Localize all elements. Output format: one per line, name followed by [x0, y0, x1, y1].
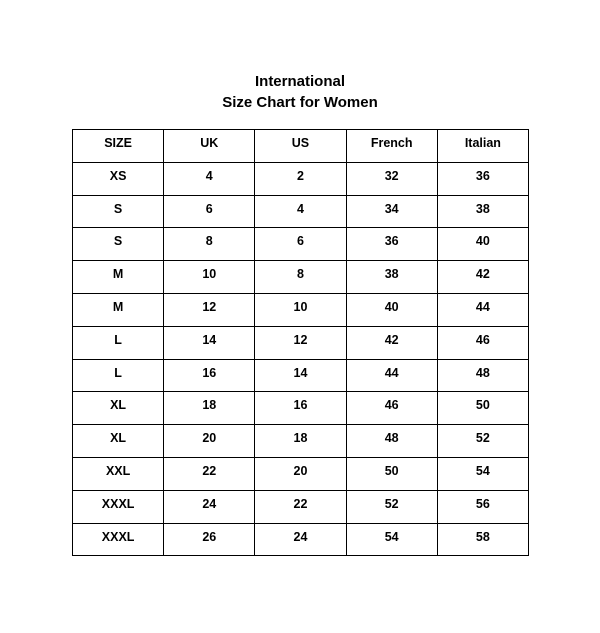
table-cell: 18: [254, 424, 347, 458]
table-cell: XXXL: [71, 522, 165, 557]
table-cell: 38: [345, 260, 438, 294]
table-cell: 10: [163, 260, 256, 294]
table-cell: 18: [163, 391, 256, 426]
table-cell: M: [71, 260, 165, 294]
table-cell: XL: [71, 391, 165, 426]
table-cell: 48: [436, 358, 530, 393]
table-cell: 42: [345, 325, 438, 360]
table-cell: 46: [436, 325, 530, 360]
table-cell: 22: [254, 489, 347, 524]
table-cell: S: [71, 227, 165, 262]
table-cell: 14: [163, 325, 256, 360]
table-cell: 10: [254, 292, 347, 327]
table-cell: 40: [436, 227, 530, 262]
header-cell: Italian: [436, 129, 530, 163]
size-chart-table: SIZE UK US French Italian XS 4 2 32 36 S 6 4 34 38 S 8 6 3…: [71, 129, 530, 557]
header-row: SIZE UK US French Italian: [71, 129, 530, 163]
table-cell: 54: [436, 456, 530, 491]
header-cell: US: [254, 129, 347, 163]
table-cell: 36: [345, 227, 438, 262]
table-cell: M: [71, 292, 165, 327]
table-cell: 52: [436, 424, 530, 458]
table-cell: 20: [254, 456, 347, 491]
table-cell: 56: [436, 489, 530, 524]
header-cell: UK: [163, 129, 256, 163]
table-cell: 42: [436, 260, 530, 294]
table-cell: 12: [163, 292, 256, 327]
table-cell: 20: [163, 424, 256, 458]
table-cell: 6: [163, 194, 256, 229]
table-cell: 8: [254, 260, 347, 294]
table-row: S 8 6 36 40: [71, 227, 530, 262]
table-cell: 32: [345, 161, 438, 196]
table-cell: 38: [436, 194, 530, 229]
table-cell: 16: [254, 391, 347, 426]
table-cell: XL: [71, 424, 165, 458]
title-line-2: Size Chart for Women: [222, 94, 378, 111]
table-row: XL 20 18 48 52: [71, 424, 530, 458]
table-cell: 6: [254, 227, 347, 262]
title-line-1: International: [254, 73, 345, 90]
table-cell: 4: [163, 161, 256, 196]
table-cell: 44: [345, 358, 438, 393]
table-cell: 24: [163, 489, 256, 524]
table-cell: S: [71, 194, 165, 229]
table-cell: 16: [163, 358, 256, 393]
table-cell: XXL: [71, 456, 165, 491]
table-cell: 34: [345, 194, 438, 229]
table-cell: XXXL: [71, 489, 165, 524]
table-cell: XS: [71, 161, 165, 196]
table-row: L 16 14 44 48: [71, 358, 530, 393]
table-cell: 8: [163, 227, 256, 262]
table-row: L 14 12 42 46: [71, 325, 530, 360]
table-cell: 36: [436, 161, 530, 196]
table-cell: 22: [163, 456, 256, 491]
table-cell: 58: [436, 522, 530, 557]
header-cell: SIZE: [71, 129, 165, 163]
table-cell: 14: [254, 358, 347, 393]
table-cell: 4: [254, 194, 347, 229]
table-row: XXXL 24 22 52 56: [71, 489, 530, 524]
table-cell: 26: [163, 522, 256, 557]
table-row: XXXL 26 24 54 58: [71, 522, 530, 557]
table-row: XXL 22 20 50 54: [71, 456, 530, 491]
table-cell: L: [71, 325, 165, 360]
table-cell: 24: [254, 522, 347, 557]
table-row: M 12 10 40 44: [71, 292, 530, 327]
table-row: XS 4 2 32 36: [71, 161, 530, 196]
table-row: M 10 8 38 42: [71, 260, 530, 294]
table-cell: 48: [345, 424, 438, 458]
table-cell: 50: [436, 391, 530, 426]
table-cell: 40: [345, 292, 438, 327]
table-cell: 46: [345, 391, 438, 426]
table-row: XL 18 16 46 50: [71, 391, 530, 426]
table-cell: 2: [254, 161, 347, 196]
table-cell: 52: [345, 489, 438, 524]
table-cell: 54: [345, 522, 438, 557]
table-cell: 12: [254, 325, 347, 360]
table-cell: 44: [436, 292, 530, 327]
table-row: S 6 4 34 38: [71, 194, 530, 229]
table-cell: L: [71, 358, 165, 393]
header-cell: French: [345, 129, 438, 163]
table-cell: 50: [345, 456, 438, 491]
